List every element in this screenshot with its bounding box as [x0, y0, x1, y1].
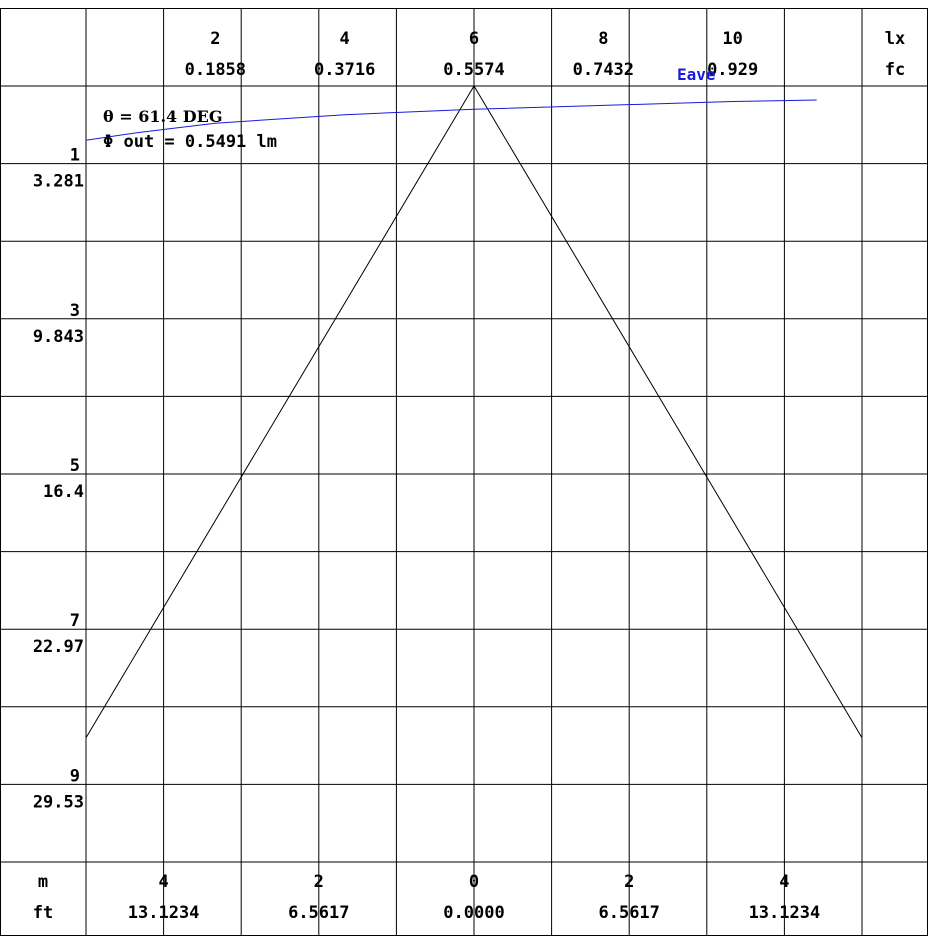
top-tick-lx: 6 — [469, 29, 479, 49]
top-tick-fc: 0.5574 — [443, 60, 504, 80]
top-axis-unit-lx: lx — [885, 29, 905, 49]
beam-angle-annotation: θ = 61.4 DEG — [103, 107, 223, 126]
bottom-tick-m: 2 — [314, 872, 324, 892]
bottom-tick-m: 2 — [624, 872, 634, 892]
top-tick-fc: 0.1858 — [185, 60, 246, 80]
flux-annotation: Φ out = 0.5491 lm — [103, 132, 277, 152]
bottom-tick-ft: 13.1234 — [128, 903, 200, 923]
top-tick-fc: 0.929 — [707, 60, 758, 80]
bottom-tick-ft: 6.5617 — [598, 903, 659, 923]
bottom-axis-unit-m: m — [38, 872, 48, 892]
eave-series-label: Eave — [677, 65, 716, 84]
left-tick-m: 9 — [70, 766, 80, 786]
bottom-axis-ticks: 4 13.1234 2 6.5617 0 0.0000 2 6.5617 4 13.1234 — [128, 872, 820, 923]
top-axis-ticks: 2 0.1858 4 0.3716 6 0.5574 8 0.7432 10 0.929 — [185, 29, 759, 80]
grid — [0, 8, 928, 936]
left-tick-m: 5 — [70, 456, 80, 476]
beam-cone-line — [85, 85, 863, 739]
bottom-tick-ft: 6.5617 — [288, 903, 349, 923]
left-tick-ft: 9.843 — [33, 327, 84, 347]
bottom-tick-m: 0 — [469, 872, 479, 892]
top-tick-lx: 2 — [210, 29, 220, 49]
left-tick-m: 7 — [70, 611, 80, 631]
left-tick-m: 1 — [70, 146, 80, 166]
top-tick-lx: 4 — [340, 29, 350, 49]
top-tick-fc: 0.3716 — [314, 60, 375, 80]
bottom-tick-m: 4 — [158, 872, 168, 892]
bottom-tick-ft: 0.0000 — [443, 903, 504, 923]
bottom-axis-unit-ft: ft — [33, 903, 53, 923]
bottom-tick-ft: 13.1234 — [749, 903, 821, 923]
top-tick-lx: 8 — [598, 29, 608, 49]
left-tick-ft: 29.53 — [33, 792, 84, 812]
left-tick-ft: 22.97 — [33, 637, 84, 657]
eave-curve — [85, 99, 817, 141]
left-tick-ft: 16.4 — [43, 482, 84, 502]
top-tick-lx: 10 — [722, 29, 742, 49]
left-tick-ft: 3.281 — [33, 172, 84, 192]
left-axis-ticks: 1 3.281 3 9.843 5 16.4 7 22.97 9 29.53 — [33, 146, 84, 813]
top-tick-fc: 0.7432 — [573, 60, 634, 80]
top-axis-unit-fc: fc — [885, 60, 905, 80]
bottom-tick-m: 4 — [779, 872, 789, 892]
left-tick-m: 3 — [70, 301, 80, 321]
